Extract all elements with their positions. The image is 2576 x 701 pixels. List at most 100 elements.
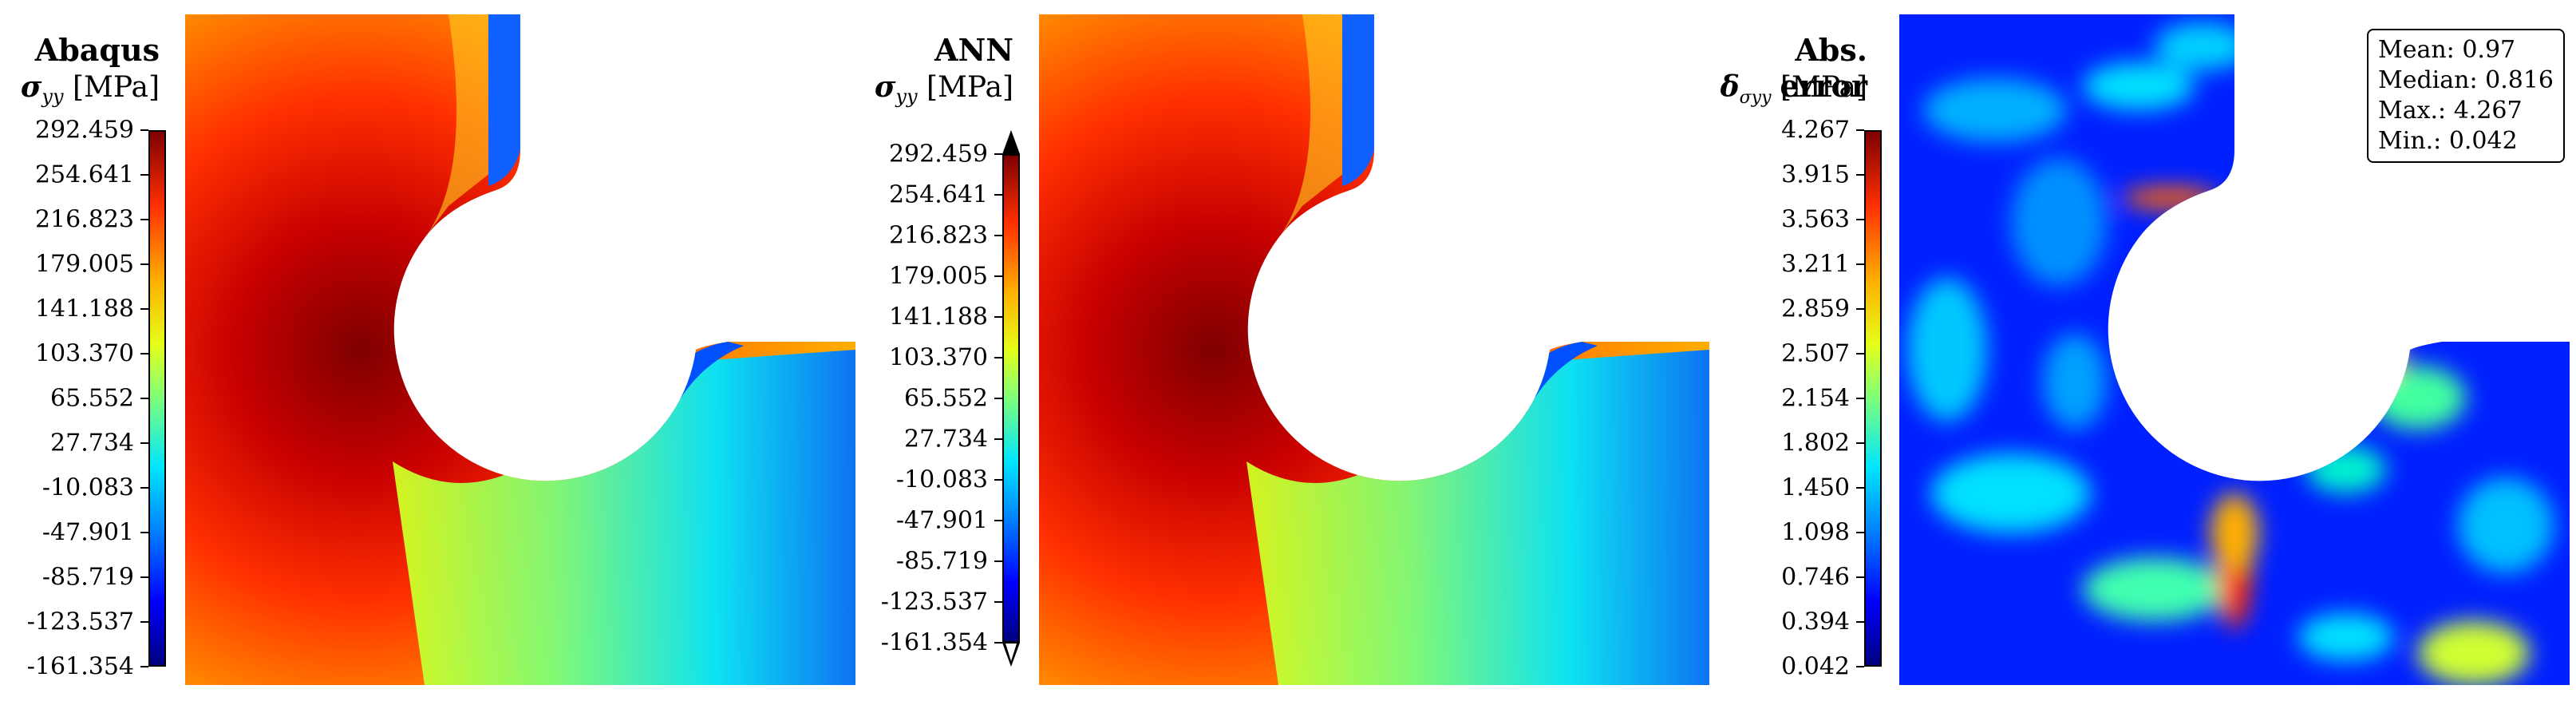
- colorbar-tick-mark: [994, 235, 1002, 236]
- colorbar-tick-mark: [140, 308, 148, 310]
- panel-title: Abaqus: [34, 32, 160, 68]
- colorbar-tick-label: 0.746: [1781, 563, 1850, 592]
- colorbar-tick-mark: [1856, 263, 1864, 265]
- colorbar-tick-label: 141.188: [888, 303, 988, 331]
- quantity-label: δσyy [MPa]: [1708, 70, 1867, 108]
- colorbar-tick-mark: [140, 129, 148, 131]
- colorbar-tick-label: 3.915: [1781, 160, 1850, 189]
- colorbar-tick-label: 65.552: [904, 384, 988, 413]
- quantity-symbol: σ: [20, 70, 42, 104]
- colorbar: [148, 130, 166, 667]
- colorbar-tick-label: 141.188: [34, 295, 134, 323]
- colorbar-tick-mark: [1856, 398, 1864, 399]
- colorbar-tick-mark: [140, 576, 148, 578]
- colorbar-tick-label: -47.901: [41, 518, 134, 547]
- colorbar-tick-label: 254.641: [888, 180, 988, 209]
- colorbar-tick-mark: [994, 560, 1002, 562]
- colorbar-tick-mark: [1856, 219, 1864, 220]
- colorbar-tick-label: 27.734: [50, 429, 134, 457]
- panel-title: ANN: [934, 32, 1013, 68]
- unit-label: [MPa]: [1780, 71, 1867, 104]
- colorbar-tick-label: -10.083: [41, 473, 134, 502]
- colorbar-tick-mark: [994, 438, 1002, 440]
- colorbar-tick-label: 254.641: [34, 160, 134, 189]
- colorbar-tick-label: 216.823: [888, 221, 988, 250]
- colorbar-tick-mark: [140, 621, 148, 623]
- quantity-label: σyy [MPa]: [854, 70, 1013, 108]
- colorbar-tick-label: 1.450: [1781, 473, 1850, 502]
- error-field: [1899, 14, 2570, 685]
- panel-abaqus: Abaqus σyy [MPa]: [0, 0, 862, 701]
- colorbar-tick-label: 103.370: [888, 343, 988, 372]
- colorbar-tick-label: 0.042: [1781, 652, 1850, 681]
- colorbar-tick-label: 1.098: [1781, 518, 1850, 547]
- colorbar-tick-mark: [1856, 129, 1864, 131]
- colorbar-tick-mark: [140, 442, 148, 444]
- unit-label: [MPa]: [926, 71, 1013, 104]
- colorbar-tick-label: 4.267: [1781, 116, 1850, 145]
- colorbar-tick-mark: [994, 357, 1002, 358]
- colorbar-tick-label: 3.211: [1781, 250, 1850, 279]
- stat-median: Median: 0.816: [2378, 66, 2554, 94]
- colorbar-tick-mark: [994, 275, 1002, 277]
- colorbar-tick-mark: [1856, 666, 1864, 667]
- stat-min: Min.: 0.042: [2378, 127, 2518, 155]
- quantity-symbol: σ: [874, 70, 896, 104]
- panel-title: Abs. error: [1780, 32, 1867, 104]
- colorbar-tick-mark: [994, 520, 1002, 521]
- colorbar-tick-mark: [994, 601, 1002, 603]
- colorbar-tick-label: 216.823: [34, 205, 134, 234]
- colorbar-tick-mark: [140, 532, 148, 533]
- colorbar-tick-mark: [994, 398, 1002, 399]
- colorbar-tick-mark: [140, 174, 148, 176]
- colorbar-top-arrow: [1002, 130, 1020, 154]
- colorbar-tick-mark: [140, 666, 148, 667]
- quantity-label: σyy [MPa]: [0, 70, 160, 108]
- stress-field-ann: [1039, 14, 1709, 685]
- colorbar-tick-label: 65.552: [50, 384, 134, 413]
- colorbar-tick-mark: [1856, 174, 1864, 176]
- colorbar-tick-mark: [1856, 621, 1864, 623]
- colorbar-tick-label: 3.563: [1781, 205, 1850, 234]
- quantity-subscript: yy: [895, 85, 918, 109]
- colorbar-tick-mark: [140, 219, 148, 220]
- colorbar-tick-mark: [994, 642, 1002, 644]
- colorbar-tick-label: 179.005: [34, 250, 134, 279]
- colorbar-tick-label: 2.154: [1781, 384, 1850, 413]
- colorbar-tick-mark: [140, 353, 148, 354]
- panel-abs-error: Abs. error δσyy [MPa]: [1708, 0, 2576, 701]
- colorbar-tick-mark: [1856, 532, 1864, 533]
- unit-label: [MPa]: [72, 71, 160, 104]
- quantity-symbol: δ: [1720, 70, 1740, 104]
- colorbar-tick-label: 292.459: [888, 140, 988, 168]
- stat-mean: Mean: 0.97: [2378, 36, 2516, 64]
- colorbar-tick-label: -47.901: [895, 506, 988, 535]
- colorbar: [1002, 154, 1020, 643]
- colorbar-tick-label: 1.802: [1781, 429, 1850, 457]
- colorbar-tick-label: 0.394: [1781, 608, 1850, 636]
- colorbar-tick-label: 2.859: [1781, 295, 1850, 323]
- colorbar-tick-mark: [140, 487, 148, 489]
- colorbar-tick-label: -85.719: [895, 547, 988, 576]
- colorbar-tick-label: -85.719: [41, 563, 134, 592]
- colorbar-tick-label: 27.734: [904, 425, 988, 453]
- colorbar-tick-mark: [994, 316, 1002, 318]
- colorbar-tick-label: 2.507: [1781, 339, 1850, 368]
- colorbar-tick-mark: [1856, 442, 1864, 444]
- quantity-subscript: σyy: [1739, 88, 1772, 109]
- colorbar-tick-mark: [994, 194, 1002, 196]
- colorbar-tick-label: -123.537: [880, 588, 988, 616]
- colorbar-tick-label: -123.537: [26, 608, 134, 636]
- colorbar-tick-label: -161.354: [26, 652, 134, 681]
- stat-max: Max.: 4.267: [2378, 97, 2523, 125]
- colorbar-tick-label: 292.459: [34, 116, 134, 145]
- colorbar-tick-mark: [1856, 353, 1864, 354]
- colorbar: [1864, 130, 1882, 667]
- colorbar-tick-mark: [994, 479, 1002, 481]
- colorbar-bottom-arrow-fill: [1006, 644, 1017, 661]
- statistics-box: Mean: 0.97 Median: 0.816 Max.: 4.267 Min…: [2367, 29, 2565, 163]
- colorbar-tick-mark: [994, 153, 1002, 155]
- colorbar-tick-mark: [1856, 487, 1864, 489]
- colorbar-tick-label: 103.370: [34, 339, 134, 368]
- colorbar-tick-label: 179.005: [888, 262, 988, 291]
